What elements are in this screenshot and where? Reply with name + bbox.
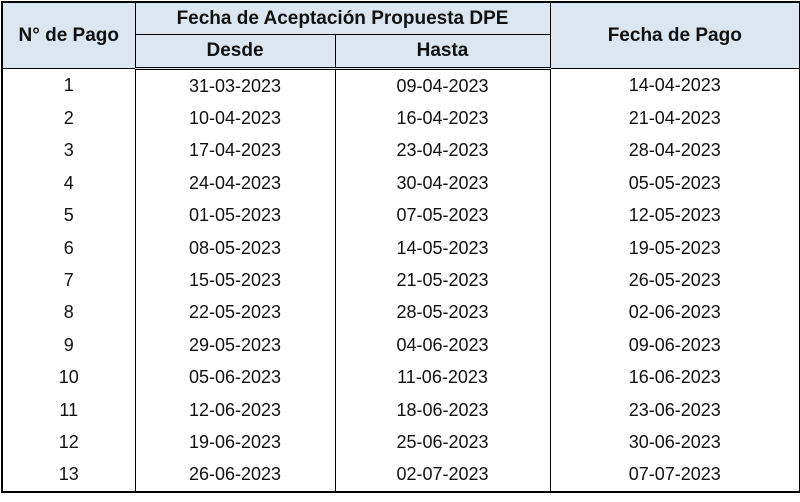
- table-row: 13 26-06-2023 02-07-2023 07-07-2023: [1, 458, 800, 493]
- table-cell: 16-04-2023: [334, 102, 551, 135]
- table-cell: 17-04-2023: [134, 134, 336, 168]
- table-cell: 28-05-2023: [334, 296, 551, 330]
- table-cell: 02-07-2023: [334, 458, 551, 493]
- table-cell: 4: [1, 167, 136, 200]
- table-cell: 11-06-2023: [334, 361, 551, 394]
- table-cell: 15-05-2023: [134, 264, 336, 297]
- table-cell: 10-04-2023: [134, 102, 336, 135]
- table-cell: 09-06-2023: [549, 329, 800, 362]
- header-cell: N° de Pago: [1, 1, 136, 69]
- table-cell: 3: [1, 134, 136, 168]
- table-body: 1 31-03-2023 09-04-2023 14-04-2023 2 10-04-20…: [1, 68, 800, 493]
- table-row: 8 22-05-2023 28-05-2023 02-06-2023: [1, 296, 800, 330]
- table-row: 4 24-04-2023 30-04-2023 05-05-2023: [1, 167, 800, 200]
- table-cell: 23-04-2023: [334, 134, 551, 168]
- table-row: 1 31-03-2023 09-04-2023 14-04-2023: [1, 68, 800, 103]
- table-cell: 08-05-2023: [134, 231, 336, 265]
- table-cell: 8: [1, 296, 136, 330]
- table-cell: 09-04-2023: [334, 68, 551, 103]
- table-cell: 7: [1, 264, 136, 297]
- table-cell: 29-05-2023: [134, 329, 336, 362]
- table-row: 3 17-04-2023 23-04-2023 28-04-2023: [1, 134, 800, 168]
- table-cell: 23-06-2023: [549, 393, 800, 427]
- table-header: N° de Pago Fecha de Aceptación Propuesta…: [1, 1, 800, 70]
- table-row: 9 29-05-2023 04-06-2023 09-06-2023: [1, 329, 800, 362]
- table-cell: 04-06-2023: [334, 329, 551, 362]
- header-row: N° de Pago Fecha de Aceptación Propuesta…: [1, 1, 800, 69]
- table-cell: 26-06-2023: [134, 458, 336, 493]
- table-cell: 05-05-2023: [549, 167, 800, 200]
- table-row: 6 08-05-2023 14-05-2023 19-05-2023: [1, 231, 800, 265]
- table-row: 10 05-06-2023 11-06-2023 16-06-2023: [1, 361, 800, 394]
- table-cell: 21-04-2023: [549, 102, 800, 135]
- table-cell: 14-05-2023: [334, 231, 551, 265]
- table-cell: 2: [1, 102, 136, 135]
- table-cell: 05-06-2023: [134, 361, 336, 394]
- table-cell: 24-04-2023: [134, 167, 336, 200]
- table-cell: 28-04-2023: [549, 134, 800, 168]
- table-cell: 16-06-2023: [549, 361, 800, 394]
- header-cell: Desde: [134, 34, 336, 70]
- table-cell: 10: [1, 361, 136, 394]
- table-cell: 21-05-2023: [334, 264, 551, 297]
- table-cell: 13: [1, 458, 136, 493]
- table-cell: 25-06-2023: [334, 426, 551, 459]
- table-cell: 31-03-2023: [134, 68, 336, 103]
- table-cell: 12-05-2023: [549, 199, 800, 232]
- table-cell: 01-05-2023: [134, 199, 336, 232]
- table-cell: 26-05-2023: [549, 264, 800, 297]
- table-cell: 19-05-2023: [549, 231, 800, 265]
- table-cell: 07-07-2023: [549, 458, 800, 493]
- header-cell: Fecha de Pago: [549, 1, 800, 69]
- table-cell: 9: [1, 329, 136, 362]
- table-cell: 12: [1, 426, 136, 459]
- table-row: 7 15-05-2023 21-05-2023 26-05-2023: [1, 264, 800, 297]
- table-cell: 18-06-2023: [334, 393, 551, 427]
- table-cell: 30-06-2023: [549, 426, 800, 459]
- table-row: 5 01-05-2023 07-05-2023 12-05-2023: [1, 199, 800, 232]
- table-row: 12 19-06-2023 25-06-2023 30-06-2023: [1, 426, 800, 459]
- table-cell: 14-04-2023: [549, 68, 800, 103]
- table-cell: 22-05-2023: [134, 296, 336, 330]
- table-cell: 11: [1, 393, 136, 427]
- table-cell: 5: [1, 199, 136, 232]
- table-cell: 1: [1, 68, 136, 103]
- table-cell: 6: [1, 231, 136, 265]
- header-cell: Fecha de Aceptación Propuesta DPE: [134, 1, 551, 35]
- table-cell: 19-06-2023: [134, 426, 336, 459]
- table-cell: 30-04-2023: [334, 167, 551, 200]
- table-cell: 12-06-2023: [134, 393, 336, 427]
- table-cell: 07-05-2023: [334, 199, 551, 232]
- table-row: 2 10-04-2023 16-04-2023 21-04-2023: [1, 102, 800, 135]
- table-cell: 02-06-2023: [549, 296, 800, 330]
- header-cell: Hasta: [334, 34, 551, 70]
- header-row: Desde Hasta: [2, 34, 800, 70]
- table-row: 11 12-06-2023 18-06-2023 23-06-2023: [1, 393, 800, 427]
